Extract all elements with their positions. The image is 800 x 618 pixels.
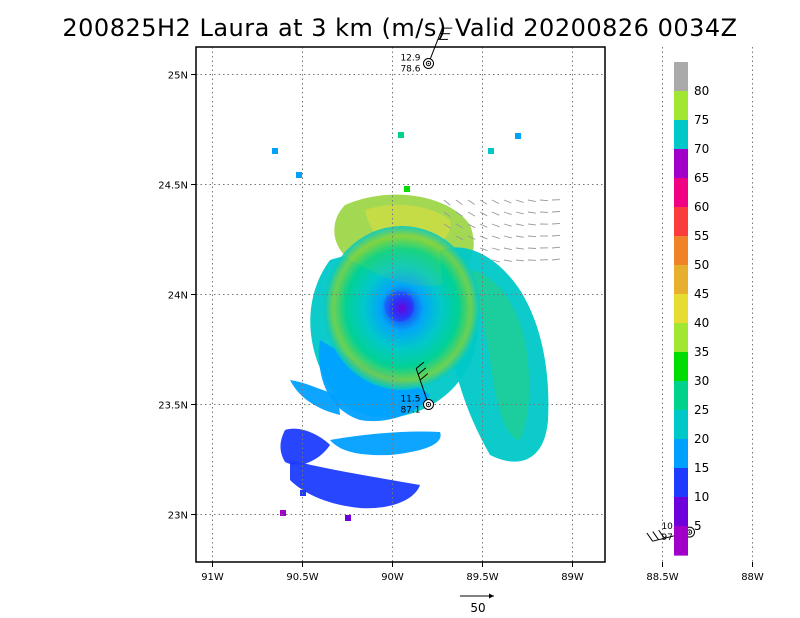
x-tick-label: 90W — [381, 572, 404, 583]
colorbar-swatch — [674, 352, 688, 382]
dropsonde-top-value: 12.9 — [400, 54, 420, 64]
y-tick-label: 23.5N — [158, 401, 188, 412]
colorbar-swatch — [674, 62, 688, 92]
colorbar-label: 65 — [694, 171, 709, 185]
colorbar-swatch — [674, 526, 688, 556]
colorbar-swatch — [674, 149, 688, 179]
colorbar-label: 15 — [694, 461, 709, 475]
colorbar-label: 45 — [694, 287, 709, 301]
y-tick-label: 25N — [168, 71, 188, 82]
colorbar-label: 80 — [694, 84, 709, 98]
colorbar-label: 20 — [694, 432, 709, 446]
dropsonde-bottom-value: 97.8 — [661, 533, 681, 543]
y-tick-label: 24N — [168, 291, 188, 302]
dropsonde-marker: 11.587.1 — [400, 361, 434, 416]
colorbar-swatch — [674, 265, 688, 295]
colorbar-label: 35 — [694, 345, 709, 359]
x-tick-label: 91W — [201, 572, 224, 583]
colorbar-label: 55 — [694, 229, 709, 243]
x-tick-label: 88.5W — [646, 572, 678, 583]
colorbar-swatch — [674, 91, 688, 121]
colorbar-label: 70 — [694, 142, 709, 156]
lat-lon-grid — [196, 47, 753, 562]
figure-title: 200825H2 Laura at 3 km (m/s) Valid 20200… — [62, 14, 738, 42]
dropsonde-top-value: 10.2 — [661, 522, 681, 532]
reference-vector: 50 — [458, 590, 498, 618]
plot-frame — [195, 46, 606, 563]
colorbar-label: 30 — [694, 374, 709, 388]
colorbar-label: 75 — [694, 113, 709, 127]
colorbar-swatch — [674, 410, 688, 440]
x-tick-label: 89W — [561, 572, 584, 583]
colorbar-swatch — [674, 439, 688, 469]
y-tick-label: 23N — [168, 511, 188, 522]
dropsonde-markers: 12.572.313.268.412.975.812.867.312.978.6… — [400, 27, 695, 543]
colorbar-swatch — [674, 207, 688, 237]
colorbar-swatch — [674, 236, 688, 266]
x-tick-label: 90.5W — [286, 572, 318, 583]
reference-arrow-icon — [460, 593, 494, 599]
colorbar-label: 60 — [694, 200, 709, 214]
colorbar-swatch — [674, 294, 688, 324]
dropsonde-bottom-value: 87.1 — [400, 406, 420, 416]
dropsonde-top-value: 11.5 — [400, 395, 420, 405]
colorbar-swatch — [674, 178, 688, 208]
y-tick-label: 24.5N — [158, 181, 188, 192]
colorbar-label: 10 — [694, 490, 709, 504]
colorbar-swatch — [674, 120, 688, 150]
wind-speed-field — [272, 132, 561, 521]
colorbar-label: 25 — [694, 403, 709, 417]
dropsonde-marker: 12.978.6 — [400, 27, 453, 75]
colorbar-swatch — [674, 497, 688, 527]
colorbar-swatch — [674, 381, 688, 411]
axis-ticks: 91W90.5W90W89.5W89W88.5W88W87.5W87W23N23… — [158, 71, 764, 584]
colorbar-swatch — [674, 468, 688, 498]
reference-vector-label: 50 — [470, 601, 486, 615]
dropsonde-bottom-value: 78.6 — [400, 65, 420, 75]
colorbar-label: 40 — [694, 316, 709, 330]
colorbar-label: 5 — [694, 519, 702, 533]
colorbar-swatch — [674, 323, 688, 353]
colorbar-label: 50 — [694, 258, 709, 272]
x-tick-label: 89.5W — [466, 572, 498, 583]
x-tick-label: 88W — [741, 572, 764, 583]
